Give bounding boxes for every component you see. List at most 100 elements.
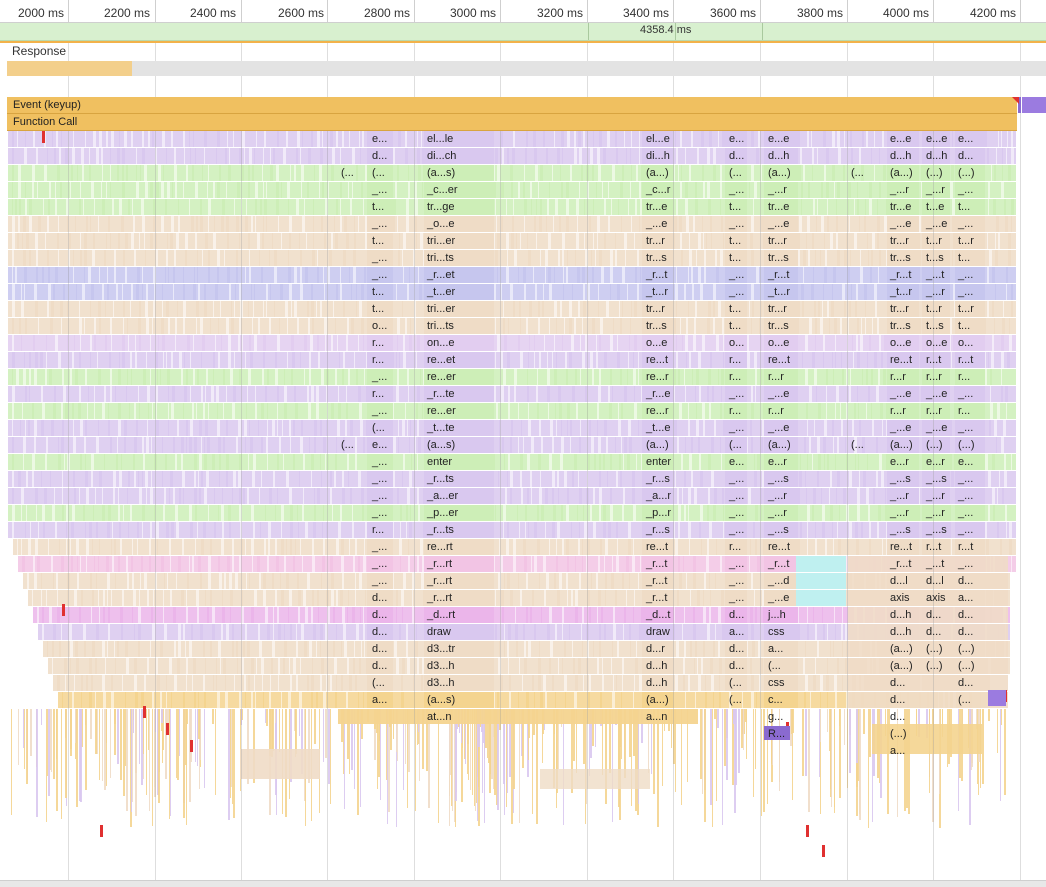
flame-tail[interactable] (159, 709, 160, 748)
flame-sliver[interactable] (217, 692, 220, 708)
flame-sliver[interactable] (531, 556, 532, 572)
flame-block[interactable] (887, 454, 919, 470)
flame-sliver[interactable] (1011, 301, 1013, 317)
flame-sliver[interactable] (102, 403, 105, 419)
flame-sliver[interactable] (886, 454, 887, 470)
flame-sliver[interactable] (495, 318, 496, 334)
flame-sliver[interactable] (287, 352, 288, 368)
flame-sliver[interactable] (594, 454, 596, 470)
flame-sliver[interactable] (1011, 216, 1012, 232)
flame-tail[interactable] (212, 709, 214, 724)
flame-sliver[interactable] (1001, 386, 1003, 402)
flame-sliver[interactable] (751, 624, 754, 640)
flame-sliver[interactable] (563, 284, 564, 300)
flame-sliver[interactable] (603, 454, 605, 470)
flame-sliver[interactable] (283, 454, 284, 470)
flame-sliver[interactable] (827, 199, 828, 215)
flame-sliver[interactable] (366, 386, 367, 402)
flame-sliver[interactable] (57, 165, 60, 181)
flame-sliver[interactable] (721, 216, 723, 232)
flame-sliver[interactable] (242, 539, 243, 555)
flame-sliver[interactable] (337, 335, 338, 351)
flame-sliver[interactable] (678, 369, 680, 385)
flame-sliver[interactable] (406, 522, 407, 538)
flame-sliver[interactable] (246, 403, 247, 419)
flame-sliver[interactable] (520, 318, 521, 334)
flame-sliver[interactable] (593, 488, 595, 504)
flame-sliver[interactable] (830, 233, 833, 249)
flame-tail[interactable] (982, 709, 984, 784)
flame-sliver[interactable] (799, 471, 802, 487)
flame-sliver[interactable] (99, 471, 102, 487)
flame-sliver[interactable] (708, 369, 711, 385)
flame-sliver[interactable] (549, 658, 551, 674)
flame-sliver[interactable] (336, 590, 338, 606)
flame-sliver[interactable] (132, 539, 133, 555)
flame-sliver[interactable] (225, 692, 228, 708)
flame-sliver[interactable] (272, 641, 275, 657)
flame-sliver[interactable] (570, 437, 571, 453)
flame-sliver[interactable] (349, 131, 350, 147)
flame-sliver[interactable] (279, 437, 281, 453)
flame-sliver[interactable] (411, 454, 412, 470)
flame-tail[interactable] (612, 709, 613, 822)
flame-sliver[interactable] (352, 522, 354, 538)
flame-sliver[interactable] (397, 165, 399, 181)
flame-sliver[interactable] (274, 301, 275, 317)
flame-sliver[interactable] (12, 267, 13, 283)
flame-sliver[interactable] (122, 335, 125, 351)
flame-sliver[interactable] (566, 199, 569, 215)
flame-sliver[interactable] (236, 437, 238, 453)
flame-sliver[interactable] (261, 437, 263, 453)
flame-block[interactable] (887, 182, 919, 198)
flame-sliver[interactable] (277, 488, 278, 504)
flame-sliver[interactable] (42, 403, 45, 419)
flame-sliver[interactable] (534, 335, 535, 351)
flame-sliver[interactable] (508, 658, 509, 674)
flame-sliver[interactable] (96, 148, 99, 164)
flame-sliver[interactable] (824, 233, 825, 249)
flame-sliver[interactable] (824, 165, 826, 181)
flame-sliver[interactable] (270, 284, 271, 300)
flame-sliver[interactable] (622, 301, 623, 317)
flame-sliver[interactable] (277, 386, 279, 402)
flame-sliver[interactable] (137, 522, 139, 538)
flame-block[interactable] (642, 352, 674, 368)
flame-sliver[interactable] (310, 335, 313, 351)
flame-sliver[interactable] (527, 233, 528, 249)
flame-sliver[interactable] (133, 590, 136, 606)
flame-sliver[interactable] (323, 505, 324, 521)
flame-sliver[interactable] (143, 454, 145, 470)
flame-sliver[interactable] (168, 420, 169, 436)
flame-block[interactable] (955, 148, 985, 164)
flame-sliver[interactable] (81, 692, 82, 708)
flame-sliver[interactable] (354, 216, 355, 232)
flame-sliver[interactable] (273, 607, 274, 623)
flame-block[interactable] (642, 250, 674, 266)
flame-sliver[interactable] (41, 590, 42, 606)
flame-block[interactable] (955, 216, 985, 232)
flame-sliver[interactable] (87, 403, 88, 419)
flame-sliver[interactable] (597, 420, 598, 436)
flame-sliver[interactable] (136, 148, 137, 164)
flame-sliver[interactable] (355, 454, 357, 470)
flame-sliver[interactable] (835, 403, 836, 419)
flame-sliver[interactable] (222, 607, 225, 623)
flame-sliver[interactable] (52, 658, 53, 674)
flame-sliver[interactable] (204, 284, 206, 300)
flame-sliver[interactable] (402, 471, 403, 487)
flame-sliver[interactable] (569, 352, 572, 368)
flame-sliver[interactable] (707, 182, 710, 198)
flame-sliver[interactable] (1011, 454, 1012, 470)
flame-sliver[interactable] (312, 658, 313, 674)
flame-sliver[interactable] (545, 522, 546, 538)
flame-sliver[interactable] (263, 335, 266, 351)
flame-sliver[interactable] (871, 148, 872, 164)
flame-block[interactable] (367, 267, 393, 283)
flame-block[interactable] (848, 573, 1008, 589)
flame-sliver[interactable] (49, 369, 52, 385)
flame-sliver[interactable] (886, 199, 887, 215)
flame-sliver[interactable] (320, 148, 323, 164)
flame-sliver[interactable] (809, 437, 811, 453)
flame-sliver[interactable] (751, 403, 754, 419)
